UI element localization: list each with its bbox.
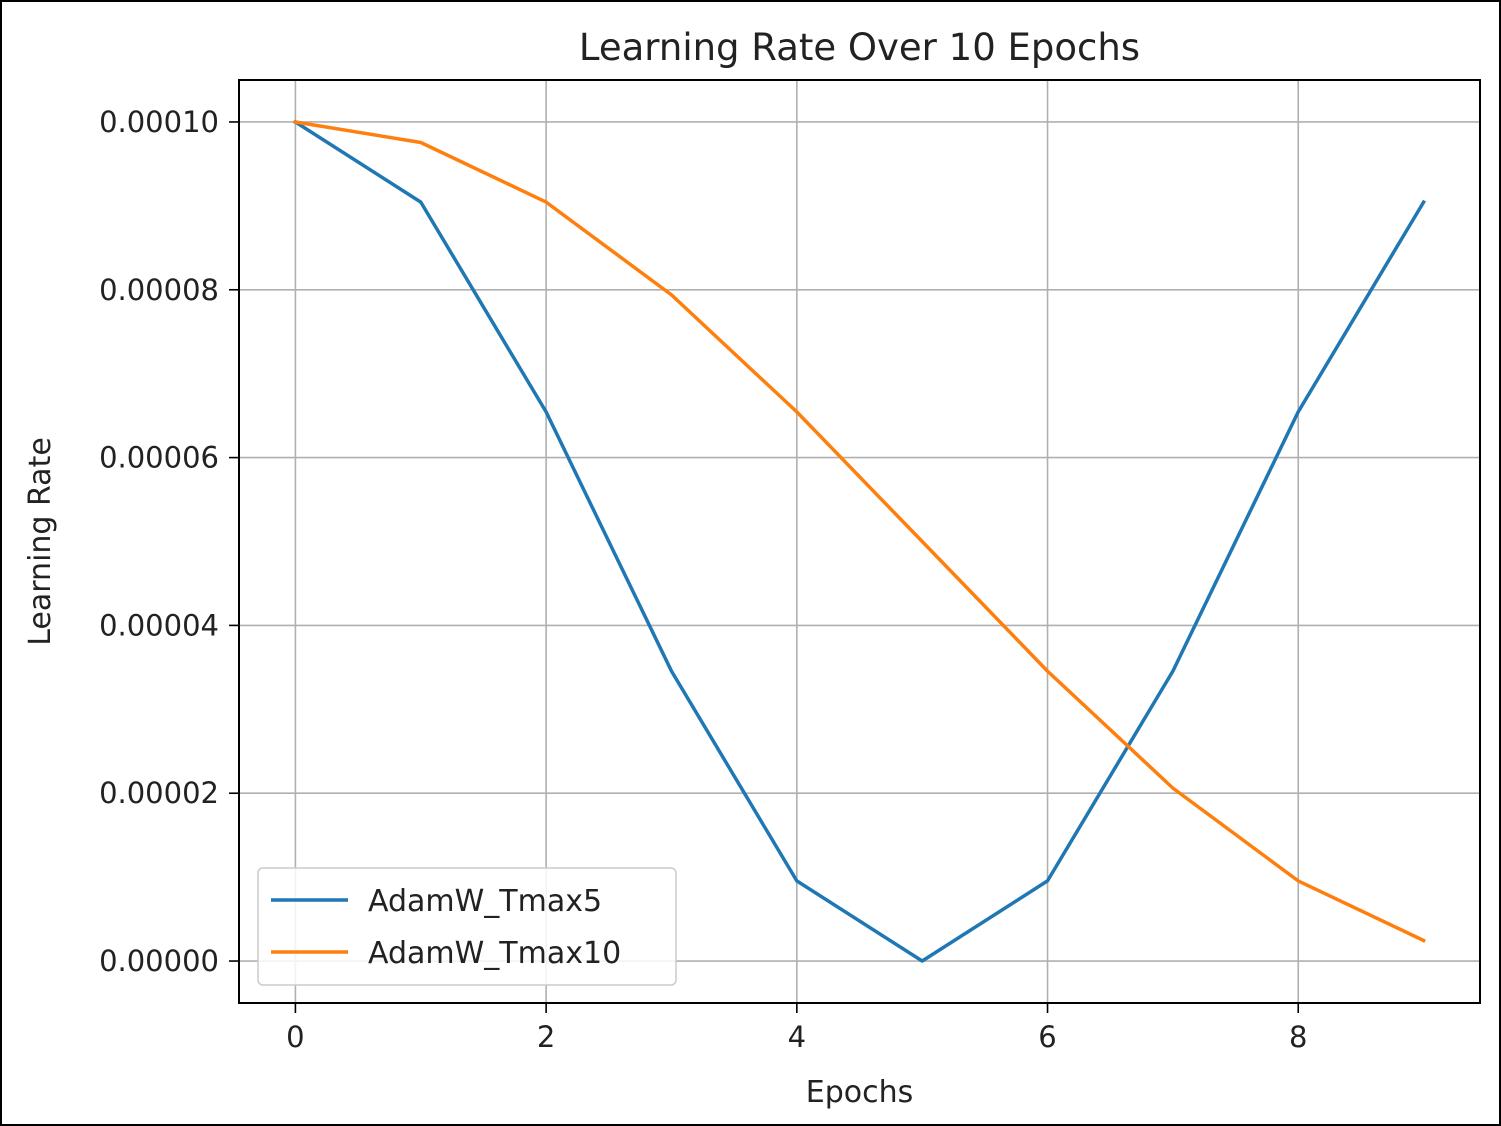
- y-tick-label: 0.00002: [99, 776, 219, 810]
- x-tick-label: 0: [286, 1020, 304, 1054]
- y-tick-label: 0.00000: [99, 944, 219, 978]
- legend-label-adamw-tmax10: AdamW_Tmax10: [368, 936, 621, 971]
- x-tick-label: 4: [788, 1020, 806, 1054]
- y-tick-label: 0.00008: [99, 273, 219, 307]
- axis-ticks: 0 2 4 6 8 0.00000 0.00002 0.00004 0.00006 0.00008…: [99, 105, 1307, 1054]
- grid: [239, 80, 1480, 1003]
- legend-label-adamw-tmax5: AdamW_Tmax5: [368, 884, 602, 919]
- legend: AdamW_Tmax5 AdamW_Tmax10: [257, 867, 677, 986]
- x-tick-label: 8: [1289, 1020, 1307, 1054]
- y-tick-label: 0.00006: [99, 441, 219, 475]
- series-line-adamw-tmax5: [292, 119, 1426, 963]
- plot-area-frame: [238, 79, 1481, 1004]
- series-line-adamw-tmax10: [293, 119, 1426, 943]
- x-axis-label: Epochs: [806, 1075, 914, 1110]
- y-tick-label: 0.00004: [99, 608, 219, 642]
- x-tick-label: 6: [1038, 1020, 1056, 1054]
- y-axis-label: Learning Rate: [23, 437, 58, 646]
- series-lines: [292, 119, 1426, 963]
- chart-title: Learning Rate Over 10 Epochs: [579, 26, 1140, 69]
- y-tick-label: 0.00010: [99, 105, 219, 139]
- x-tick-label: 2: [537, 1020, 555, 1054]
- legend-box: [257, 867, 677, 986]
